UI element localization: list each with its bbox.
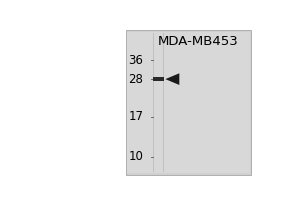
Bar [153, 77, 164, 81]
Text: 36: 36 [128, 54, 143, 67]
Bar [127, 32, 250, 173]
Bar [153, 33, 164, 172]
Bar [126, 30, 251, 175]
Text: 28: 28 [128, 73, 143, 86]
Polygon shape [165, 73, 179, 85]
Text: MDA-MB453: MDA-MB453 [158, 35, 238, 48]
Text: 10: 10 [128, 150, 143, 163]
Bar [154, 33, 163, 172]
Text: 17: 17 [128, 110, 143, 123]
